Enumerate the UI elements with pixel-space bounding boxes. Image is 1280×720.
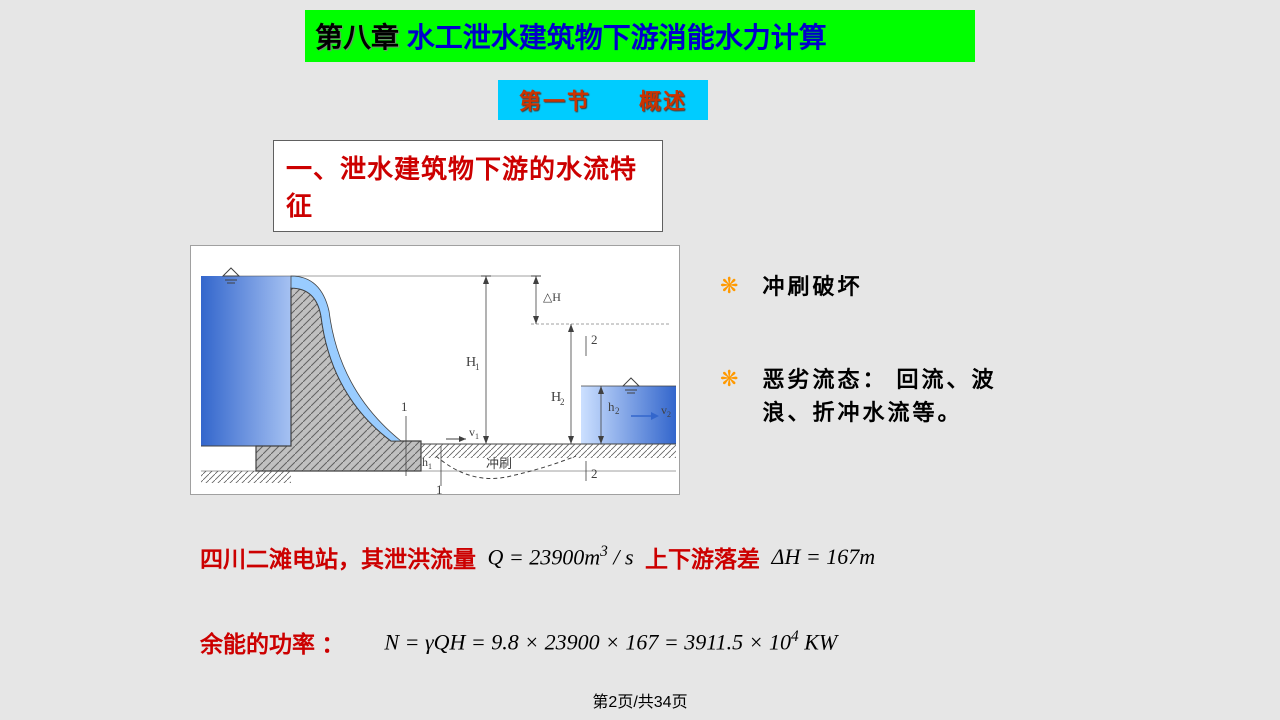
svg-text:2: 2	[667, 410, 671, 419]
svg-text:冲刷: 冲刷	[486, 456, 512, 471]
svg-text:1: 1	[428, 462, 432, 471]
bullet-item-2: ❋ 恶劣流态： 回流、波浪、折冲水流等。	[720, 363, 1040, 429]
chapter-text: 水工泄水建筑物下游消能水力计算	[399, 22, 827, 53]
formula2-prefix: 余能的功率 ：	[200, 625, 344, 659]
chapter-title: 第八章 水工泄水建筑物下游消能水力计算	[305, 10, 975, 62]
formula-line-2: 余能的功率 ： N = γQH = 9.8 × 23900 × 167 = 39…	[200, 625, 843, 659]
svg-text:2: 2	[591, 466, 598, 481]
formula2-expr: N = γQH = 9.8 × 23900 × 167 = 3911.5 × 1…	[384, 628, 837, 655]
formula1-q: Q = 23900m3 / s	[482, 543, 639, 570]
page-number: 第2页/共34页	[592, 688, 687, 712]
spillway-diagram: H 1 △H H 2 h 2 h 1 1 1 2	[190, 245, 680, 495]
bullet-item-1: ❋ 冲刷破坏	[720, 270, 1040, 303]
asterisk-icon: ❋	[720, 273, 738, 299]
formula1-dh: ΔH = 167m	[766, 544, 875, 570]
svg-text:h: h	[608, 399, 615, 414]
svg-text:1: 1	[436, 482, 443, 496]
svg-text:1: 1	[475, 432, 479, 441]
svg-text:2: 2	[615, 406, 620, 416]
heading-box: 一、泄水建筑物下游的水流特征	[273, 140, 663, 232]
formula1-prefix: 四川二滩电站，其泄洪流量	[200, 540, 476, 574]
formula1-middle: 上下游落差	[645, 540, 760, 574]
svg-text:2: 2	[560, 397, 565, 407]
bullet-text-1: 冲刷破坏	[762, 270, 862, 303]
formula-line-1: 四川二滩电站，其泄洪流量 Q = 23900m3 / s 上下游落差 ΔH = …	[200, 540, 881, 574]
section-title: 第一节 概述	[498, 80, 708, 120]
asterisk-icon: ❋	[720, 366, 738, 392]
svg-text:2: 2	[591, 332, 598, 347]
svg-text:1: 1	[401, 399, 408, 414]
chapter-number: 第八章	[315, 22, 399, 53]
svg-text:1: 1	[475, 362, 480, 372]
bullet-list: ❋ 冲刷破坏 ❋ 恶劣流态： 回流、波浪、折冲水流等。	[720, 270, 1040, 489]
bullet-text-2: 恶劣流态： 回流、波浪、折冲水流等。	[762, 363, 1040, 429]
svg-text:△H: △H	[543, 290, 561, 304]
